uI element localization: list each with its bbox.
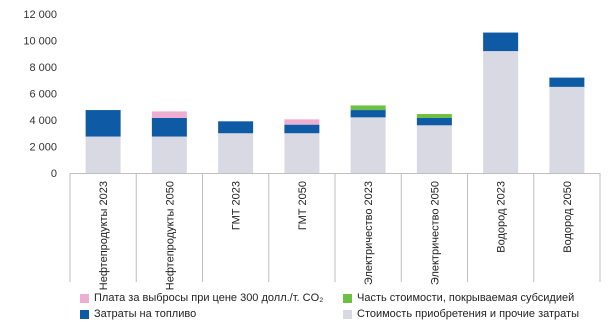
legend-label-fuel-costs: Затраты на топливо [94, 308, 197, 320]
x-tick-label: Электричество 2023 [363, 181, 375, 285]
bar-segment [483, 51, 519, 173]
bar-segment [416, 118, 452, 126]
legend-item-acquisition: Стоимость приобретения и прочие затраты [343, 308, 579, 320]
bar-segment [218, 133, 254, 173]
bar-segment [284, 133, 320, 173]
legend-item-subsidy: Часть стоимости, покрываемая субсидией [343, 292, 574, 304]
legend-item-fuel-costs: Затраты на топливо [80, 308, 196, 320]
bar-segment [85, 110, 121, 137]
bar-segment [350, 110, 386, 118]
y-tick-label: 10 000 [23, 36, 57, 48]
bar-segment [85, 136, 121, 173]
y-tick-label: 4 000 [29, 115, 57, 127]
bar-segment [218, 121, 254, 134]
x-tick-label: ГМТ 2050 [297, 181, 309, 230]
bar-segment [284, 119, 320, 125]
y-tick-label: 8 000 [29, 62, 57, 74]
bar-segment [549, 77, 585, 87]
legend-swatch-acquisition [343, 309, 352, 319]
bar-segment [549, 86, 585, 173]
legend-swatch-emissions-fee [80, 293, 89, 303]
y-tick-label: 0 [51, 168, 57, 180]
x-tick-label: Электричество 2050 [429, 181, 441, 285]
bar-segment [483, 32, 519, 52]
x-tick-label: ГМТ 2023 [231, 181, 243, 230]
x-tick-label: Нефтепродукты 2023 [98, 181, 110, 290]
bar-segment [416, 125, 452, 173]
legend-swatch-fuel-costs [80, 309, 89, 319]
x-tick-label: Нефтепродукты 2050 [164, 181, 176, 290]
y-tick-label: 12 000 [23, 9, 57, 21]
bar-segment [350, 105, 386, 111]
bar-segment [151, 136, 187, 173]
legend-label-emissions-fee: Плата за выбросы при цене 300 долл./т. C… [94, 292, 324, 304]
legend-item-emissions-fee: Плата за выбросы при цене 300 долл./т. C… [80, 292, 323, 304]
x-tick-label: Водород 2023 [496, 181, 508, 253]
bar-segment [151, 111, 187, 119]
x-tick-label: Водород 2050 [562, 181, 574, 253]
y-tick-label: 2 000 [29, 142, 57, 154]
bar-segment [284, 124, 320, 134]
bar-segment [416, 114, 452, 119]
legend-label-acquisition: Стоимость приобретения и прочие затраты [357, 308, 579, 320]
legend-swatch-subsidy [343, 293, 352, 303]
y-tick-label: 6 000 [29, 89, 57, 101]
bar-segment [151, 118, 187, 137]
legend-label-subsidy: Часть стоимости, покрываемая субсидией [357, 292, 575, 304]
bar-segment [350, 117, 386, 173]
